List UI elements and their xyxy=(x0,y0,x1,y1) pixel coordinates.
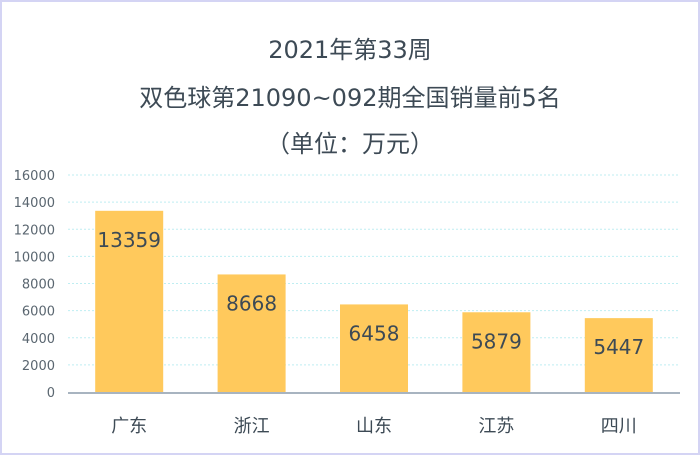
bar xyxy=(217,274,286,392)
data-label: 6458 xyxy=(349,321,400,345)
y-tick-label: 2000 xyxy=(22,359,55,374)
x-tick-label: 山东 xyxy=(356,416,392,437)
y-tick-label: 10000 xyxy=(14,250,55,265)
bar xyxy=(462,312,531,392)
data-label: 5879 xyxy=(471,329,522,353)
bar xyxy=(95,210,164,392)
data-label: 8668 xyxy=(226,291,277,315)
x-tick-label: 江苏 xyxy=(478,416,514,437)
bar xyxy=(340,304,408,392)
chart-title-line-2: 双色球第21090~092期全国销量前5名 xyxy=(139,84,561,112)
data-label: 5447 xyxy=(593,335,644,359)
y-tick-label: 4000 xyxy=(22,332,55,347)
y-tick-label: 0 xyxy=(47,386,55,401)
chart-title-line-1: 2021年第33周 xyxy=(268,36,432,64)
x-tick-label: 四川 xyxy=(601,416,637,437)
chart-title-line-3: （单位：万元） xyxy=(266,130,434,158)
y-tick-label: 8000 xyxy=(22,278,55,293)
x-tick-label: 浙江 xyxy=(234,416,270,437)
y-tick-label: 6000 xyxy=(22,305,55,320)
y-tick-label: 12000 xyxy=(14,223,55,238)
bar xyxy=(584,318,653,392)
y-tick-label: 14000 xyxy=(14,196,55,211)
y-tick-label: 16000 xyxy=(14,169,55,184)
x-tick-label: 广东 xyxy=(111,416,147,437)
data-label: 13359 xyxy=(97,228,161,252)
